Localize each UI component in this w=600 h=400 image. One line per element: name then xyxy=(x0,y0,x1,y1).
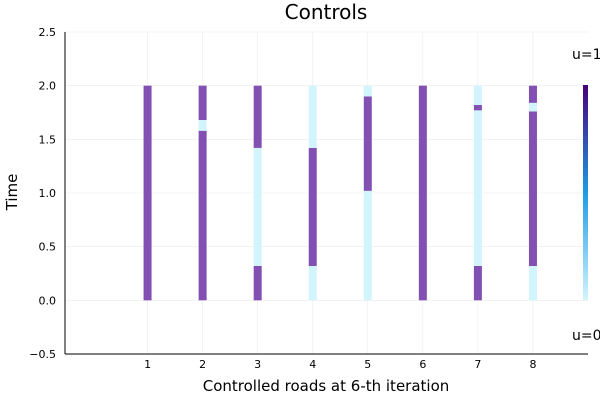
control-segment-road-5 xyxy=(363,85,372,97)
chart-title: Controls xyxy=(285,0,368,24)
y-tick-label: 2.0 xyxy=(39,80,57,93)
colorbar-max-label: u=1 xyxy=(572,47,600,63)
control-segment-road-4 xyxy=(308,265,317,301)
control-segment-road-7 xyxy=(473,104,482,111)
y-tick-label: 0.0 xyxy=(39,294,57,307)
y-tick-label: 1.0 xyxy=(39,187,57,200)
y-tick-label: 1.5 xyxy=(39,133,57,146)
control-segment-road-3 xyxy=(253,85,262,148)
control-segment-road-2 xyxy=(198,85,207,121)
control-bars xyxy=(143,85,537,301)
control-segment-road-2 xyxy=(198,130,207,301)
x-tick-label: 8 xyxy=(529,358,536,371)
y-tick-label: −0.5 xyxy=(29,348,56,361)
control-segment-road-5 xyxy=(363,96,372,191)
colorbar-min-label: u=0 xyxy=(572,328,600,344)
control-segment-road-4 xyxy=(308,147,317,266)
y-tick-labels: −0.5 0.0 0.5 1.0 1.5 2.0 2.5 xyxy=(29,26,56,361)
x-tick-label: 5 xyxy=(364,358,371,371)
grid-lines xyxy=(65,31,588,355)
control-segment-road-8 xyxy=(528,102,537,112)
control-segment-road-3 xyxy=(253,265,262,301)
control-segment-road-5 xyxy=(363,190,372,301)
x-tick-label: 4 xyxy=(309,358,316,371)
control-segment-road-3 xyxy=(253,147,262,266)
x-tick-label: 6 xyxy=(419,358,426,371)
control-segment-road-1 xyxy=(143,85,152,301)
control-segment-road-4 xyxy=(308,85,317,148)
y-axis-label: Time xyxy=(3,174,21,212)
y-tick-label: 0.5 xyxy=(39,241,57,254)
x-tick-label: 2 xyxy=(199,358,206,371)
y-tick-label: 2.5 xyxy=(39,26,57,39)
axes xyxy=(64,32,588,355)
colorbar xyxy=(583,85,588,300)
control-segment-road-7 xyxy=(473,85,482,105)
control-segment-road-8 xyxy=(528,111,537,266)
x-tick-label: 1 xyxy=(144,358,151,371)
control-segment-road-6 xyxy=(418,85,427,301)
x-tick-labels: 1 2 3 4 5 6 7 8 xyxy=(144,358,536,371)
control-segment-road-8 xyxy=(528,265,537,301)
control-segment-road-7 xyxy=(473,265,482,301)
x-axis-label: Controlled roads at 6-th iteration xyxy=(203,377,450,395)
control-segment-road-8 xyxy=(528,85,537,103)
control-segment-road-2 xyxy=(198,120,207,131)
x-tick-label: 3 xyxy=(254,358,261,371)
control-segment-road-7 xyxy=(473,110,482,266)
x-tick-label: 7 xyxy=(474,358,481,371)
